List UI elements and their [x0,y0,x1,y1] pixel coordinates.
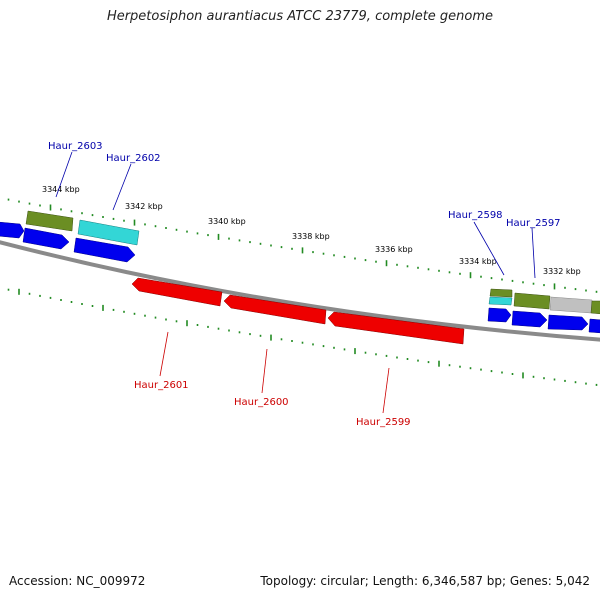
gene-arrow-red[interactable] [131,277,223,307]
gene-arrow-red[interactable] [223,294,327,325]
ruler-label-3332: 3332 kbp [543,267,581,276]
ruler-label-3344: 3344 kbp [42,185,80,194]
leader-line [159,331,169,377]
leader-line [112,163,132,211]
gene-arrow-cyan[interactable] [77,219,140,246]
outer-tick-row [7,198,598,293]
gene-arrow-blue[interactable] [547,314,589,331]
gene-arrow-gray[interactable] [549,296,593,314]
gene-arrow-red[interactable] [327,311,465,345]
ruler-label-3334: 3334 kbp [459,257,497,266]
leader-line [531,227,536,279]
gene-label-haur-2600[interactable]: Haur_2600 [234,397,289,408]
gene-arrow-blue[interactable] [0,221,25,239]
gene-label-haur-2601[interactable]: Haur_2601 [134,380,189,391]
leader-line [382,367,390,414]
gene-label-haur-2602[interactable]: Haur_2602 [106,153,161,164]
ruler-label-3340: 3340 kbp [208,217,246,226]
gene-label-haur-2597[interactable]: Haur_2597 [506,218,561,229]
leader-line [261,348,268,394]
gene-arrow-olive[interactable] [489,288,513,298]
summary-text: Topology: circular; Length: 6,346,587 bp… [260,574,590,588]
gene-label-haur-2603[interactable]: Haur_2603 [48,141,103,152]
gene-label-haur-2598[interactable]: Haur_2598 [448,210,503,221]
genome-backbone [0,240,600,342]
gene-arrow-blue[interactable] [73,237,136,263]
gene-arrow-olive[interactable] [513,292,551,310]
gene-arrow-blue[interactable] [22,227,70,250]
gene-arrow-blue[interactable] [511,310,548,328]
leader-line [473,221,505,276]
accession-text: Accession: NC_009972 [9,574,146,588]
inner-tick-row [7,288,598,386]
gene-arrow-olive[interactable] [25,210,74,232]
ruler-label-3336: 3336 kbp [375,245,413,254]
ruler-label-3338: 3338 kbp [292,232,330,241]
gene-arrow-blue[interactable] [487,307,512,323]
ruler-label-3342: 3342 kbp [125,202,163,211]
gene-arrow-olive[interactable] [590,300,600,315]
gene-label-haur-2599[interactable]: Haur_2599 [356,417,411,428]
leader-line [55,151,73,198]
map-title: Herpetosiphon aurantiacus ATCC 23779, co… [106,9,494,24]
gene-arrow-blue[interactable] [588,318,600,334]
gene-arrow-cyan[interactable] [488,296,513,306]
